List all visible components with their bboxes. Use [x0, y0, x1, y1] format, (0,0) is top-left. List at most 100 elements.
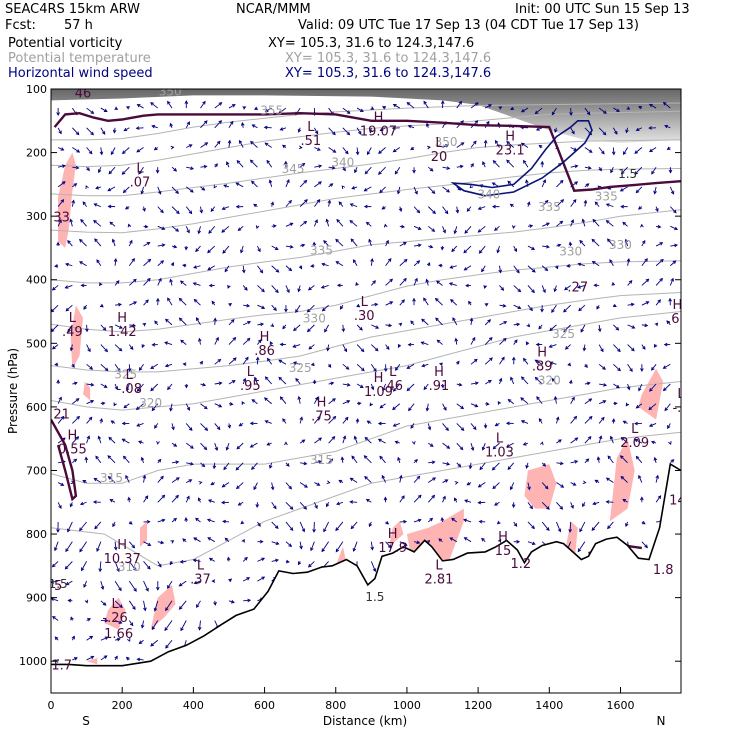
wind-vector	[57, 219, 62, 227]
wind-vector	[312, 379, 317, 385]
wind-vector	[211, 579, 216, 583]
wind-vector	[100, 363, 109, 372]
wind-vector	[86, 416, 93, 424]
extremum-value: .49	[62, 325, 83, 340]
theta-label: 325	[114, 367, 137, 381]
wind-vector	[407, 342, 415, 347]
wind-vector	[448, 282, 457, 286]
wind-vector	[253, 203, 258, 208]
wind-vector	[556, 521, 562, 533]
theta-isentrope-345	[51, 139, 681, 197]
wind-vector	[551, 304, 557, 313]
wind-vector	[150, 383, 159, 392]
wind-vector	[383, 496, 388, 503]
wind-vector	[285, 559, 290, 564]
wind-vector	[385, 278, 394, 286]
wind-vector	[165, 639, 173, 649]
wind-vector	[299, 220, 308, 227]
wind-vector	[268, 462, 273, 469]
wind-vector	[406, 102, 415, 109]
wind-vector	[171, 460, 180, 465]
wind-vector	[138, 364, 144, 371]
wind-vector	[114, 383, 119, 391]
wind-vector	[86, 344, 91, 353]
wind-vector	[564, 344, 571, 350]
extremum-value: 1.66	[104, 627, 133, 642]
wind-vector	[313, 219, 318, 227]
wind-vector	[143, 242, 151, 247]
wind-vector	[281, 144, 287, 149]
wind-vector	[655, 299, 661, 306]
wind-vector	[584, 183, 590, 188]
wind-vector	[525, 462, 529, 469]
wind-vector	[399, 224, 405, 229]
wind-vector	[108, 166, 116, 175]
wind-vector	[634, 166, 643, 175]
wind-vector	[556, 243, 562, 248]
wind-vector	[613, 383, 620, 389]
wind-vector	[648, 403, 657, 411]
wind-vector	[192, 558, 201, 563]
wind-vector	[570, 396, 575, 404]
wind-vector	[114, 561, 120, 573]
theta-label: 320	[139, 396, 162, 410]
pv-contour-label: 1.5	[618, 167, 637, 181]
wind-vector	[109, 221, 116, 227]
wind-vector	[314, 198, 321, 207]
wind-vector	[278, 359, 287, 365]
wind-vector	[605, 477, 614, 483]
wind-vector	[666, 146, 671, 151]
wind-vector	[442, 206, 449, 215]
wind-vector	[612, 127, 618, 135]
pv-fill-region	[638, 368, 664, 420]
wind-vector	[664, 124, 671, 129]
wind-vector	[97, 435, 102, 444]
wind-vector	[470, 442, 475, 452]
wind-vector	[170, 540, 175, 544]
wind-vector	[370, 258, 374, 266]
wind-vector	[253, 482, 258, 491]
wind-vector	[52, 616, 59, 621]
wind-vector	[55, 659, 60, 663]
wind-vector	[399, 519, 408, 524]
wind-vector	[70, 616, 74, 621]
wind-vector	[86, 127, 94, 136]
wind-vector	[99, 303, 104, 308]
wind-vector	[584, 435, 592, 444]
wind-vector	[379, 403, 386, 409]
wind-vector	[622, 420, 628, 425]
wind-vector	[541, 199, 549, 207]
wind-vector	[650, 440, 657, 445]
wind-vector	[356, 107, 364, 112]
wind-vector	[370, 364, 377, 373]
extremum-value: 15	[495, 544, 512, 559]
wind-vector	[339, 304, 344, 310]
wind-vector	[228, 303, 233, 307]
wind-vector	[257, 339, 262, 345]
wind-vector	[182, 538, 187, 543]
wind-vector	[184, 517, 188, 523]
wind-vector	[257, 576, 266, 582]
y-tick-label: 800	[26, 528, 47, 541]
wind-vector	[655, 277, 663, 286]
wind-vector	[72, 657, 78, 661]
wind-vector	[456, 442, 464, 451]
theta-label: 335	[310, 243, 333, 257]
wind-vector	[228, 380, 236, 385]
wind-vector	[86, 166, 90, 172]
wind-vector	[379, 455, 386, 464]
wind-vector	[222, 519, 230, 524]
wind-vector	[651, 166, 657, 175]
wind-vector	[208, 283, 215, 288]
wind-vector	[208, 226, 216, 234]
pv-contour-label: 1.5	[365, 590, 384, 604]
wind-vector	[185, 423, 193, 432]
wind-vector	[385, 258, 392, 267]
pv-contour	[53, 111, 681, 192]
wind-vector	[369, 127, 373, 134]
wind-vector	[598, 147, 605, 155]
wind-vector	[328, 458, 334, 464]
wind-vector	[235, 204, 244, 209]
wind-vector	[540, 160, 545, 168]
